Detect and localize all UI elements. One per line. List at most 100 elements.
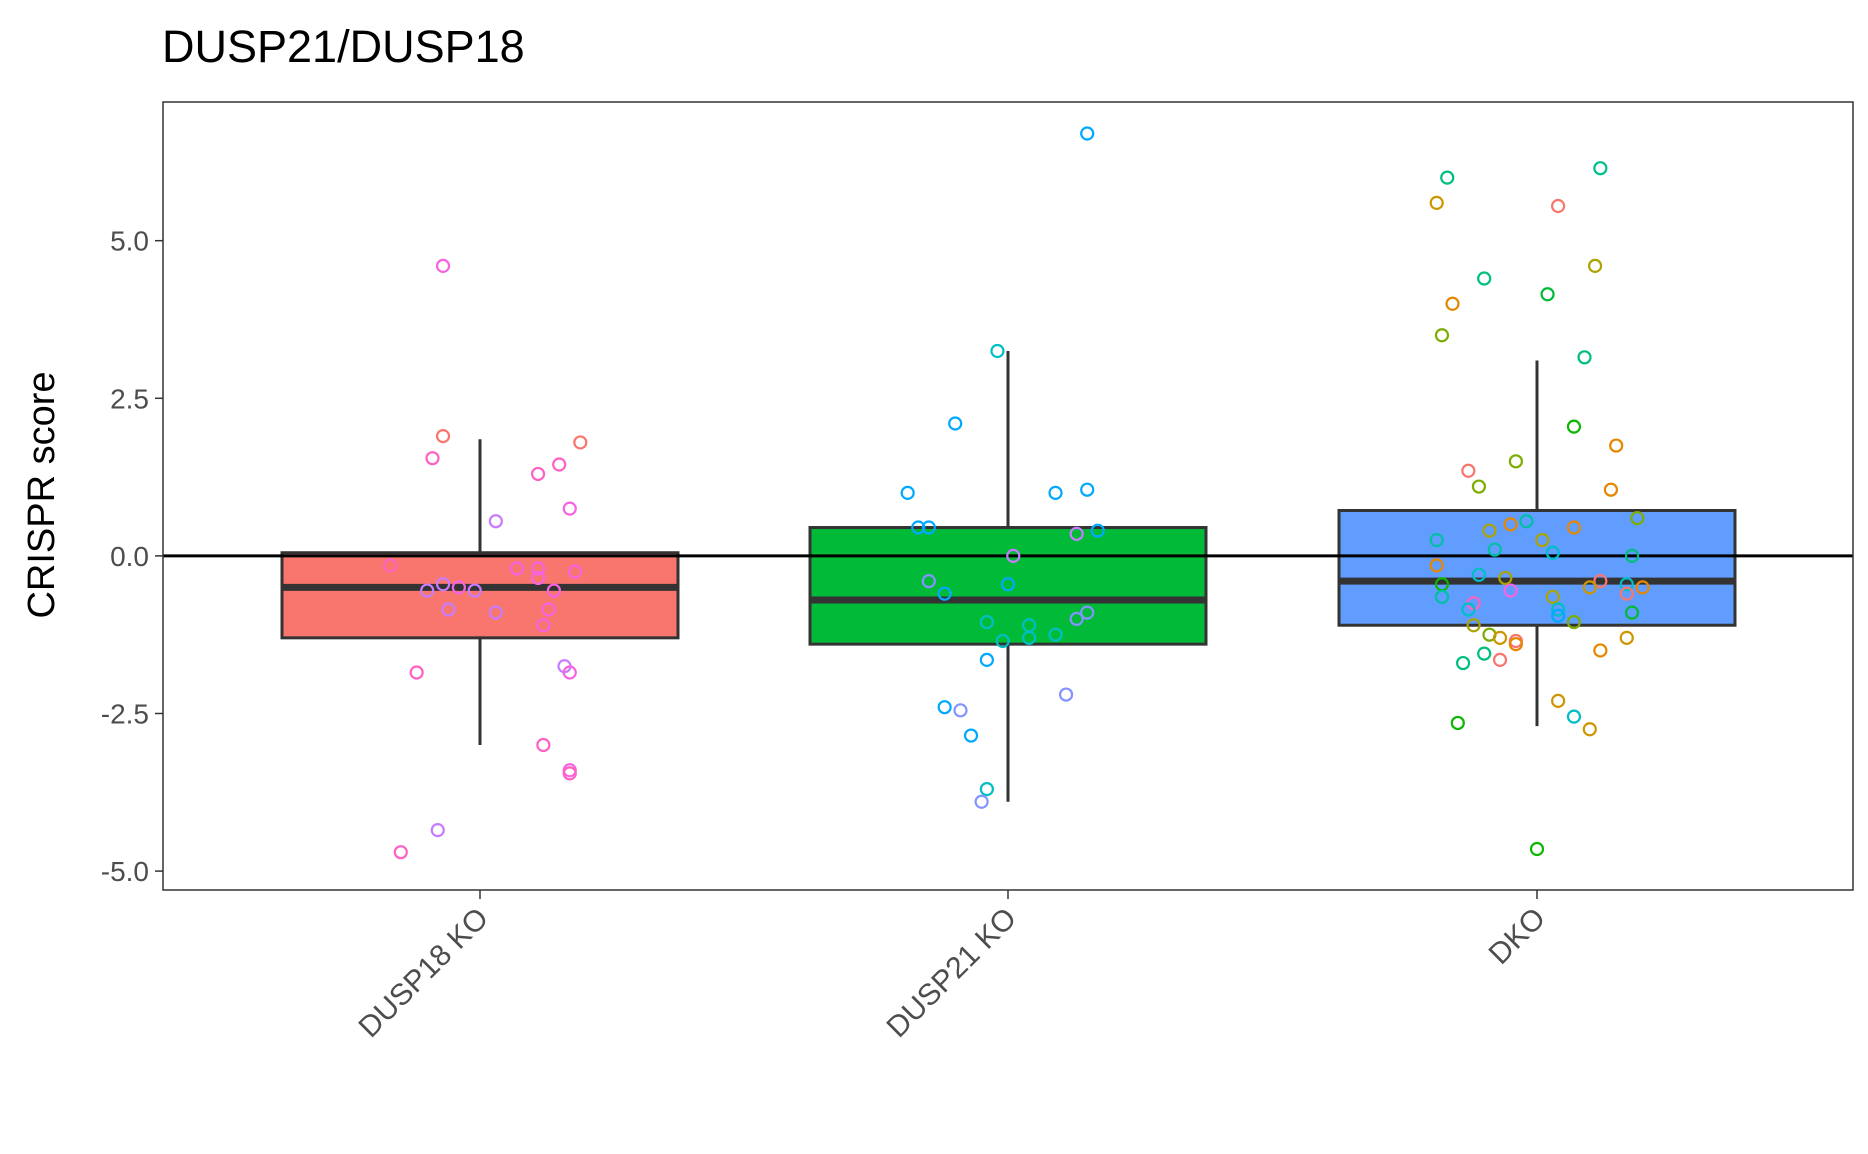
box-iqr: [808, 526, 1208, 646]
y-axis: 5.0 2.5 0.0 -2.5 -5.0: [101, 226, 163, 887]
data-point: [1080, 482, 1095, 497]
data-point: [1503, 517, 1518, 532]
data-point: [1508, 454, 1523, 469]
data-point: [900, 485, 915, 500]
data-point: [536, 618, 551, 633]
data-point: [1069, 611, 1084, 627]
data-point: [393, 845, 408, 860]
data-point: [1545, 545, 1560, 560]
y-tick-label: 2.5: [110, 383, 149, 414]
boxes-layer: [280, 351, 1737, 802]
data-point: [1587, 258, 1603, 274]
y-tick-label: -5.0: [101, 856, 149, 887]
data-point: [383, 558, 398, 573]
data-point: [451, 580, 466, 595]
data-point: [1434, 589, 1450, 604]
data-point: [1434, 328, 1450, 343]
data-point: [1503, 583, 1518, 598]
data-point: [541, 602, 556, 617]
data-point: [1603, 482, 1619, 497]
data-point: [1455, 655, 1471, 671]
data-point: [1535, 533, 1550, 548]
data-point: [1000, 577, 1016, 592]
data-point: [1429, 533, 1444, 548]
data-point: [948, 416, 963, 431]
data-point: [1471, 479, 1487, 494]
data-point: [1540, 287, 1555, 302]
data-point: [435, 429, 451, 444]
data-point: [1519, 514, 1534, 529]
data-point: [530, 561, 546, 576]
y-tick-label: -2.5: [101, 698, 149, 729]
data-point: [562, 501, 577, 516]
data-point: [573, 435, 588, 450]
data-point: [1545, 589, 1560, 604]
data-point: [420, 583, 435, 598]
data-point: [1619, 577, 1634, 592]
data-point: [990, 343, 1005, 359]
data-point: [1566, 614, 1582, 630]
data-point: [921, 574, 936, 589]
data-point: [562, 766, 577, 781]
data-point: [441, 602, 456, 617]
data-point: [1529, 841, 1545, 857]
data-point: [435, 258, 451, 274]
data-point: [1058, 687, 1074, 702]
data-point: [1635, 580, 1650, 595]
data-point: [425, 451, 440, 466]
data-point: [1551, 608, 1566, 623]
data-point: [1487, 542, 1502, 557]
data-point: [1477, 271, 1492, 286]
data-point: [1609, 438, 1624, 453]
points-layer: [383, 126, 1650, 860]
data-point: [430, 823, 445, 838]
data-point: [1440, 170, 1455, 185]
data-point: [552, 457, 567, 472]
data-point: [435, 577, 451, 592]
data-point: [1566, 709, 1582, 724]
data-point: [979, 782, 994, 797]
box-dko: [1337, 360, 1737, 727]
data-point: [1461, 463, 1476, 478]
data-point: [567, 564, 583, 579]
data-point: [488, 514, 503, 529]
x-tick-label: DUSP18 KO: [353, 902, 495, 1044]
data-point: [1477, 646, 1492, 661]
data-point: [1566, 520, 1582, 535]
data-point: [409, 665, 424, 680]
data-point: [1445, 296, 1460, 311]
x-axis: DUSP18 KO DUSP21 KO DKO: [353, 890, 1552, 1044]
data-point: [530, 570, 546, 586]
data-point: [562, 665, 577, 680]
data-point: [1429, 195, 1444, 210]
data-point: [1593, 574, 1608, 589]
data-point: [1593, 161, 1608, 176]
data-point: [509, 561, 525, 576]
data-point: [1080, 605, 1095, 620]
data-point: [979, 614, 994, 630]
data-point: [974, 794, 989, 809]
data-point: [1466, 618, 1481, 633]
data-point: [1048, 627, 1063, 642]
data-point: [1450, 715, 1465, 731]
data-point: [1429, 558, 1444, 573]
data-point: [1566, 419, 1582, 434]
box-dusp21-ko: [808, 351, 1208, 802]
data-point: [1492, 630, 1508, 645]
data-point: [1498, 570, 1513, 586]
data-point: [467, 583, 482, 598]
data-point: [1619, 630, 1634, 645]
chart-title: DUSP21/DUSP18: [162, 21, 525, 72]
data-point: [1022, 630, 1037, 645]
data-point: [1492, 652, 1508, 668]
data-point: [1619, 586, 1634, 601]
data-point: [1461, 602, 1476, 617]
data-point: [963, 728, 979, 743]
data-point: [1593, 643, 1608, 658]
data-point: [953, 703, 968, 718]
data-point: [1551, 602, 1566, 617]
data-point: [1624, 605, 1640, 620]
data-point: [1551, 198, 1566, 214]
data-point: [530, 466, 546, 482]
